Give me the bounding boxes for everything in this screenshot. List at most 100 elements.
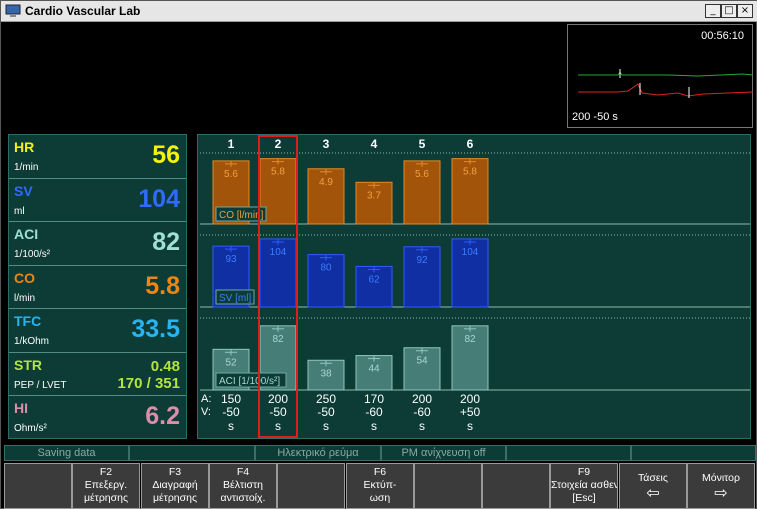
param-unit: PEP / LVET	[14, 379, 67, 391]
status-cell: PM ανίχνευση off	[381, 445, 506, 461]
monitor-time: 00:56:10	[701, 30, 744, 42]
close-button[interactable]: ×	[737, 4, 753, 18]
arrow-right-icon: ⇨	[714, 483, 728, 502]
row-a-value: 200	[412, 392, 432, 406]
row-v-value: -50	[269, 405, 287, 419]
param-name: SV	[14, 182, 33, 199]
title-bar: Cardio Vascular Lab _ □ ×	[1, 1, 757, 22]
chart-canvas[interactable]: 1 2 3 4 5 6 5.6 5.8 4.9 3.7 5.6 5.8 CO [l/min] 93 104 8…	[198, 135, 752, 440]
fkey-label: Στοιχεία ασθενή	[551, 479, 618, 491]
fkey-blank-8-button[interactable]	[482, 463, 550, 509]
row-unit: s	[323, 419, 329, 433]
bar-co	[355, 181, 393, 225]
param-name: HI	[14, 400, 28, 416]
fkey-f9-patient-data-button[interactable]: F9 Στοιχεία ασθενή [Esc]	[550, 463, 618, 509]
row-a-value: 170	[364, 392, 384, 406]
bar-value-label: 80	[320, 263, 332, 274]
param-name: TFC	[14, 313, 42, 329]
column-header: 2	[275, 137, 282, 151]
bar-value-label: 82	[272, 334, 284, 345]
function-key-bar: F2 Επεξεργ. μέτρησης F3 Διαγραφή μέτρησης F4 Βέ…	[4, 463, 756, 509]
param-unit: ml	[14, 205, 25, 217]
status-cell	[506, 445, 631, 461]
fkey-label-line2: μέτρησης	[83, 492, 129, 504]
bar-sv	[451, 238, 489, 308]
bar-sv	[259, 238, 297, 308]
fkey-label: Διαγραφή	[152, 479, 198, 491]
fkey-blank-5-button[interactable]	[277, 463, 345, 509]
fkey-f3-delete-measurement-button[interactable]: F3 Διαγραφή μέτρησης	[141, 463, 209, 509]
fkey-f2-edit-measurement-button[interactable]: F2 Επεξεργ. μέτρησης	[72, 463, 140, 509]
bar-sv	[355, 265, 393, 308]
measurement-chart: 1 2 3 4 5 6 5.6 5.8 4.9 3.7 5.6 5.8 CO [l/min] 93 104 8…	[197, 134, 751, 439]
param-row-sv: SV ml 104	[9, 179, 186, 222]
bar-value-label: 93	[225, 254, 237, 265]
row-label-v: V:	[201, 406, 211, 418]
fkey-number: F3	[168, 466, 182, 478]
status-bar: Saving data Ηλεκτρικό ρεύμα PM ανίχνευση o…	[4, 445, 756, 461]
trend-monitor: 00:56:10 200 -50 s	[567, 24, 754, 128]
param-value: 6.2	[145, 402, 180, 430]
bar-value-label: 3.7	[367, 190, 381, 201]
bar-co	[451, 158, 489, 225]
row-a-value: 200	[268, 392, 288, 406]
fkey-f6-print-button[interactable]: F6 Εκτύπ-ωση	[346, 463, 414, 509]
bar-sv	[307, 254, 345, 308]
row-unit: s	[275, 419, 281, 433]
row-label-a: A:	[201, 393, 211, 405]
fkey-trends-button[interactable]: Τάσεις ⇦	[619, 463, 687, 509]
bar-co	[403, 160, 441, 225]
fkey-number: F2	[99, 466, 113, 478]
status-cell: Ηλεκτρικό ρεύμα	[255, 445, 381, 461]
fkey-blank-1-button[interactable]	[4, 463, 72, 509]
column-header: 5	[419, 137, 426, 151]
status-cell	[129, 445, 255, 461]
param-value: 33.5	[131, 315, 180, 343]
row-v-value: +50	[460, 405, 481, 419]
bar-value-label: 92	[416, 255, 428, 266]
fkey-label: Βέλτιστη	[223, 479, 263, 491]
series-label: ACI [1/100/s²]	[219, 376, 280, 387]
param-row-co: CO l/min 5.8	[9, 266, 186, 309]
row-v-value: -60	[413, 405, 431, 419]
selected-column-highlight	[258, 135, 298, 438]
param-value: 56	[152, 141, 180, 169]
row-v-value: -50	[317, 405, 335, 419]
param-row-hi: HI Ohm/s² 6.2	[9, 396, 186, 440]
row-unit: s	[228, 419, 234, 433]
bar-value-label: 104	[270, 247, 287, 258]
param-row-str: STR PEP / LVET 170 / 351 0.48	[9, 353, 186, 396]
fkey-label-line2: [Esc]	[572, 492, 596, 504]
bar-value-label: 5.8	[271, 167, 285, 178]
bar-value-label: 4.9	[319, 177, 333, 188]
row-a-value: 250	[316, 392, 336, 406]
bar-aci	[451, 325, 489, 391]
param-unit: 1/100/s²	[14, 249, 51, 260]
fkey-blank-7-button[interactable]	[414, 463, 482, 509]
bar-value-label: 52	[225, 357, 237, 368]
column-header: 4	[371, 137, 378, 151]
param-row-hr: HR 1/min 56	[9, 135, 186, 179]
minimize-button[interactable]: _	[705, 4, 721, 18]
param-value: 0.48	[150, 357, 180, 375]
column-header: 3	[323, 137, 330, 151]
param-unit: 1/min	[14, 162, 39, 173]
fkey-label: Μόνιτορ	[702, 472, 740, 484]
series-label-box	[215, 372, 287, 388]
fkey-label: Επεξεργ.	[84, 479, 128, 491]
fkey-label-line2: μέτρησης	[152, 492, 198, 504]
maximize-button[interactable]: □	[721, 4, 737, 18]
bar-value-label: 44	[368, 364, 380, 375]
fkey-monitor-button[interactable]: Μόνιτορ ⇨	[687, 463, 755, 509]
bar-co	[307, 168, 345, 225]
row-unit: s	[467, 419, 473, 433]
fkey-label-line2: ωση	[369, 492, 391, 504]
fkey-number: F4	[236, 466, 250, 478]
row-a-value: 200	[460, 392, 480, 406]
fkey-f4-best-match-button[interactable]: F4 Βέλτιστη αντιστοίχ.	[209, 463, 277, 509]
bar-value-label: 38	[320, 368, 332, 379]
trend-waveform	[578, 69, 754, 98]
fkey-label: Τάσεις	[638, 472, 668, 484]
param-value: 104	[138, 184, 180, 213]
